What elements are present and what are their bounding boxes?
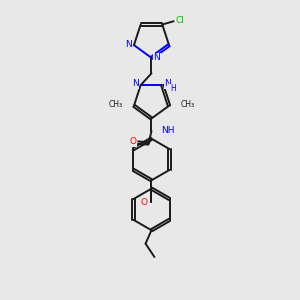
Text: Cl: Cl <box>175 16 184 25</box>
Text: N: N <box>164 79 171 88</box>
Text: CH₃: CH₃ <box>109 100 123 109</box>
Text: O: O <box>141 197 148 206</box>
Text: NH: NH <box>161 126 175 135</box>
Text: O: O <box>129 137 136 146</box>
Text: N: N <box>154 53 160 62</box>
Text: CH₃: CH₃ <box>180 100 194 109</box>
Text: H: H <box>170 84 176 93</box>
Text: N: N <box>132 79 139 88</box>
Text: N: N <box>125 40 132 49</box>
